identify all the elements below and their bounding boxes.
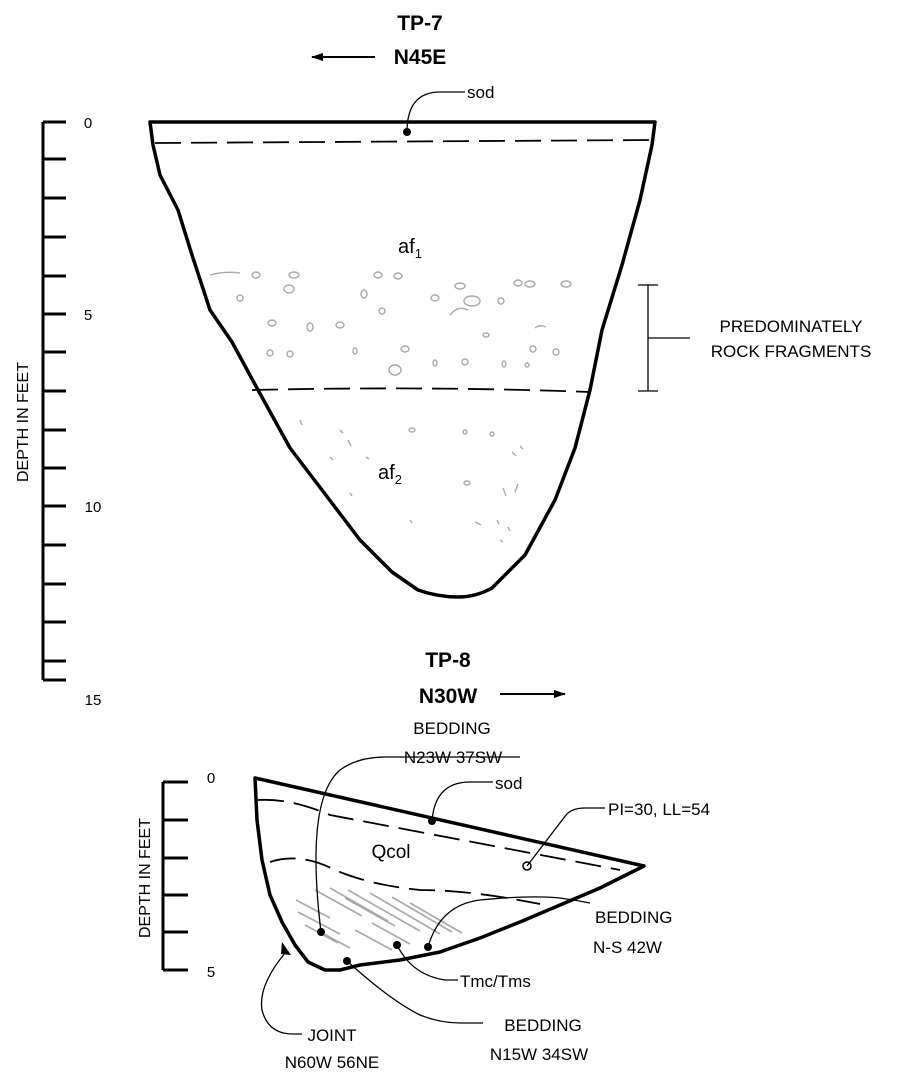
tp7-note-line1: PREDOMINATELY	[720, 317, 863, 336]
tp8-axis-label: DEPTH IN FEET	[137, 818, 154, 938]
tp8-joint-leader	[260, 951, 302, 1035]
tp8-qcol-contact	[269, 857, 541, 905]
tp7-section: TP-7 N45E 0 5 10 15 DEPTH IN FEET	[15, 12, 871, 709]
tp8-sample-leader	[526, 807, 605, 867]
tp8-bedding-right-line2: N-S 42W	[593, 938, 662, 957]
tp7-note-line2: ROCK FRAGMENTS	[711, 342, 872, 361]
tp8-bedding-right-leader	[427, 896, 591, 948]
tp8-bedding-top-leader	[315, 756, 520, 933]
tp7-direction: N45E	[394, 46, 447, 69]
tp8-bedding-top-line1: BEDDING	[413, 719, 490, 738]
tp8-joint-line2: N60W 56NE	[285, 1053, 379, 1072]
tp7-unit-af2: af2	[378, 462, 402, 487]
tp8-bedding-right-line1: BEDDING	[595, 908, 672, 927]
tp8-bedrock-hatching	[295, 887, 463, 951]
tp7-tick-5: 5	[84, 307, 92, 324]
tp8-tick-0: 0	[207, 770, 215, 787]
tp8-sod-label: sod	[495, 774, 522, 793]
tp8-pit-outline	[253, 776, 646, 972]
tp8-sod-leader	[431, 781, 493, 822]
tp8-depth-scale	[161, 780, 188, 972]
tp7-tick-10: 10	[85, 499, 102, 516]
tp7-depth-scale	[41, 120, 66, 682]
tp8-direction: N30W	[419, 685, 478, 708]
tp8-title: TP-8	[425, 649, 471, 672]
tp8-section: TP-8 N30W 0 5 DEPTH IN FEET	[137, 649, 710, 1072]
tp8-bedding-top-line2: N23W 37SW	[404, 748, 502, 767]
tp7-axis-label: DEPTH IN FEET	[15, 362, 32, 482]
tp7-tick-15: 15	[85, 692, 102, 709]
tp7-unit-af1: af1	[398, 236, 422, 261]
tp7-sod-label: sod	[467, 83, 494, 102]
tp8-bedding-bottom-leader	[346, 960, 483, 1024]
tp7-af1-af2-contact	[251, 387, 591, 393]
tp8-bedding-bottom-line1: BEDDING	[504, 1016, 581, 1035]
tp7-rock-fragments	[209, 271, 572, 543]
tp8-tmc-label: Tmc/Tms	[460, 972, 531, 991]
tp8-unit-qcol: Qcol	[371, 842, 410, 863]
tp8-bedding-bottom-line2: N15W 34SW	[490, 1045, 588, 1064]
tp7-pit-outline	[148, 120, 657, 599]
tp7-fragment-zone-bracket	[638, 284, 690, 392]
tp7-sod-contact	[154, 139, 656, 144]
tp7-tick-0: 0	[84, 115, 92, 132]
tp8-tick-5: 5	[207, 964, 215, 981]
tp8-joint-line1: JOINT	[307, 1026, 356, 1045]
tp8-sample-label: PI=30, LL=54	[608, 800, 710, 819]
tp7-title: TP-7	[397, 12, 443, 35]
tp8-joint-arrowhead	[281, 942, 291, 955]
tp8-sod-contact	[257, 798, 621, 871]
tp7-sod-leader	[406, 91, 465, 133]
tp8-tmc-leader	[396, 944, 458, 981]
